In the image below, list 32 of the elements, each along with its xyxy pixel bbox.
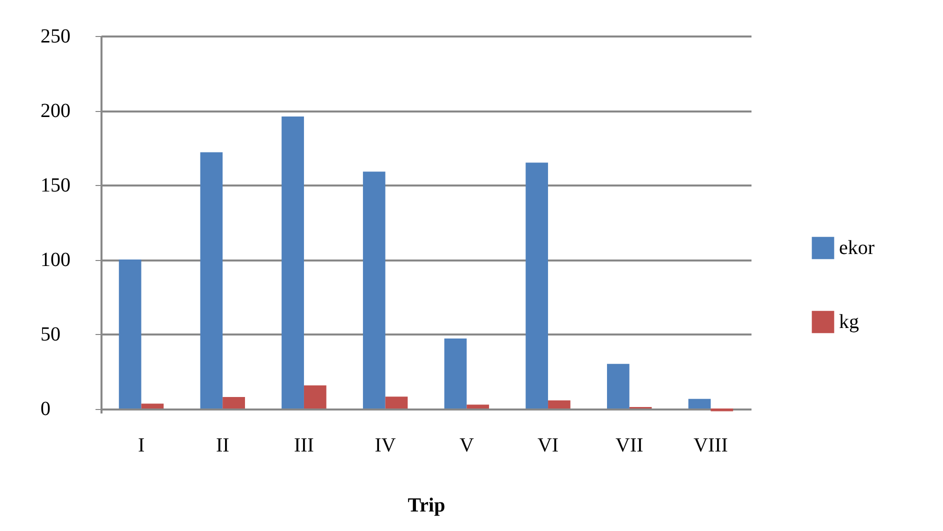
- legend-label: ekor: [839, 237, 875, 259]
- y-tick-label: 100: [40, 249, 70, 272]
- x-tick-label: VI: [537, 434, 559, 456]
- bar: [222, 397, 245, 409]
- y-tick-label: 0: [40, 398, 50, 420]
- bar: [362, 172, 386, 409]
- bar: [526, 162, 548, 409]
- x-tick-label: III: [294, 434, 314, 456]
- x-tick-label: VII: [615, 434, 644, 456]
- y-tick-label: 250: [40, 26, 70, 48]
- x-tick-label: VIII: [694, 434, 728, 456]
- y-tick-label: 50: [40, 324, 60, 346]
- bar: [385, 396, 408, 409]
- x-tick-label: IV: [374, 434, 396, 456]
- bar: [688, 398, 711, 409]
- bar: [548, 400, 570, 409]
- x-tick-label: V: [459, 434, 474, 456]
- bar: [466, 404, 490, 409]
- x-tick-label: I: [138, 434, 145, 456]
- bar: [118, 260, 142, 409]
- y-tick-label: 150: [40, 174, 70, 197]
- x-tick-label: II: [216, 434, 230, 456]
- x-axis-title: Trip: [408, 494, 446, 516]
- bar: [141, 404, 164, 409]
- bar: [304, 385, 326, 409]
- bar: [200, 152, 223, 409]
- bar: [607, 364, 630, 409]
- legend-label: kg: [839, 311, 859, 333]
- bar: [282, 116, 304, 409]
- bar: [710, 408, 734, 412]
- y-tick-label: 200: [40, 100, 70, 122]
- bar: [444, 338, 467, 409]
